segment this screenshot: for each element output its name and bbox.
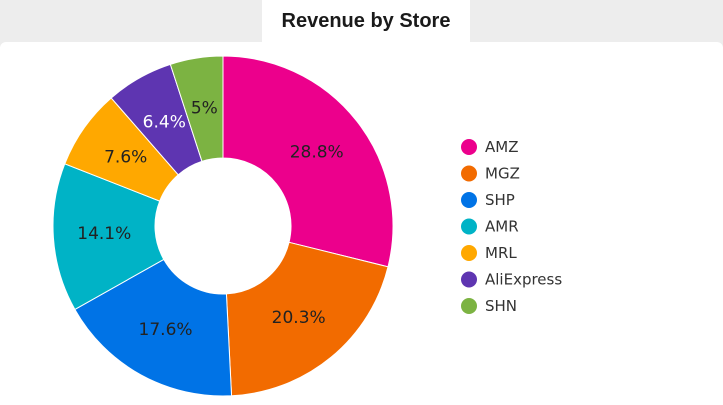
slices-group: [52, 55, 394, 397]
legend-label-mgz[interactable]: MGZ: [485, 165, 520, 183]
legend-label-shn[interactable]: SHN: [485, 297, 517, 315]
slice-label-aliexpress: 6.4%: [143, 113, 186, 133]
legend-label-aliexpress[interactable]: AliExpress: [485, 271, 562, 289]
slice-label-shp: 17.6%: [139, 320, 193, 340]
slice-label-mgz: 20.3%: [272, 308, 326, 328]
legend-marker-mrl[interactable]: [461, 245, 477, 261]
slice-shp[interactable]: [74, 258, 233, 397]
slice-label-amr: 14.1%: [77, 224, 131, 244]
slice-amr[interactable]: [52, 163, 165, 311]
legend-marker-shn[interactable]: [461, 298, 477, 314]
legend-label-mrl[interactable]: MRL: [485, 244, 517, 262]
legend-label-amr[interactable]: AMR: [485, 218, 519, 236]
legend-marker-aliexpress[interactable]: [461, 271, 477, 288]
legend-marker-amr[interactable]: [461, 218, 477, 235]
slice-mgz[interactable]: [225, 241, 389, 397]
slice-label-mrl: 7.6%: [104, 147, 147, 167]
legend-label-shp[interactable]: SHP: [485, 191, 515, 209]
legend-marker-shp[interactable]: [461, 192, 477, 208]
slice-labels-group: 28.8% 20.3% 17.6% 14.1% 7.6% 6.4%5%: [77, 98, 343, 340]
slice-shn[interactable]: [169, 55, 224, 162]
legend-marker-mgz[interactable]: [461, 165, 477, 182]
slice-amz[interactable]: [222, 55, 394, 268]
slice-label-shn: 5%: [191, 98, 218, 118]
legend-marker-amz[interactable]: [461, 139, 477, 155]
slice-label-amz: 28.8%: [290, 143, 344, 163]
chart-title: Revenue by Store: [262, 0, 470, 42]
legend-label-amz[interactable]: AMZ: [485, 138, 518, 156]
legend: AMZ MGZ SHP AMR MRL AliExpress SHN: [461, 138, 562, 315]
